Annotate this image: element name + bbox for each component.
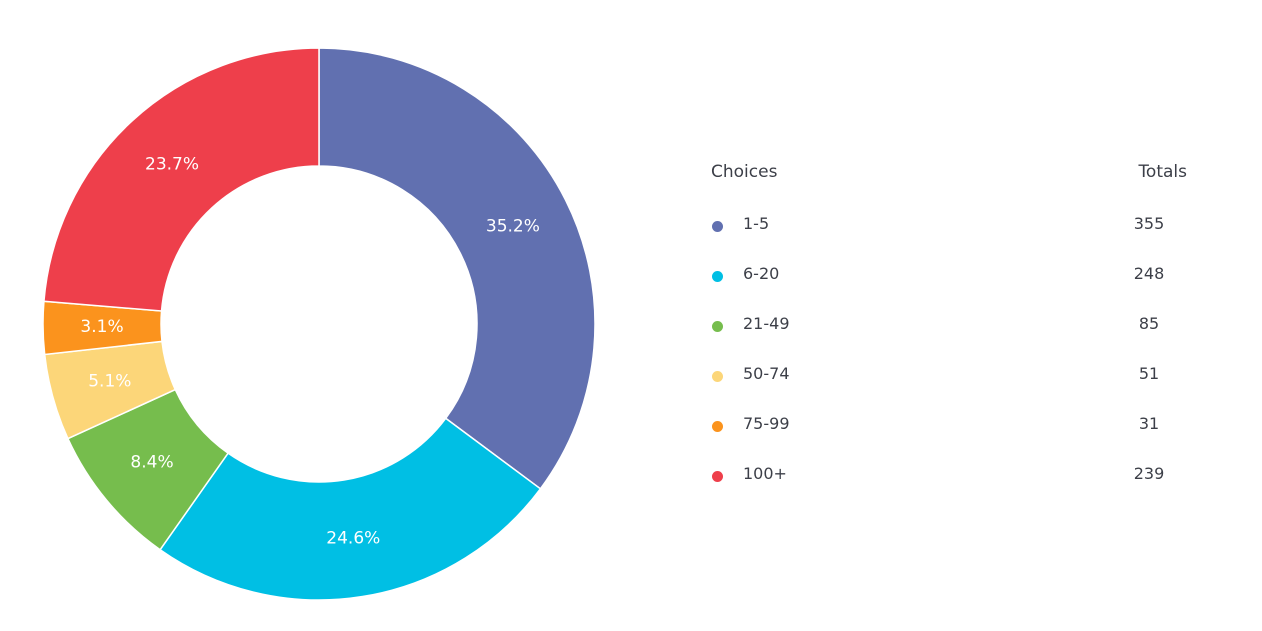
donut-slice-6-20 bbox=[159, 417, 542, 601]
legend-row: 50-74 51 bbox=[711, 362, 1187, 412]
series-color-dot bbox=[712, 271, 723, 282]
donut-slice-100+ bbox=[43, 47, 320, 312]
totals-header: Totals bbox=[1138, 162, 1187, 182]
donut-chart: 35.2% 24.6% 8.4% 5.1% 3.1% 23.7% bbox=[42, 47, 596, 601]
choice-total: 51 bbox=[1138, 364, 1160, 383]
choice-total: 239 bbox=[1133, 464, 1165, 483]
legend-row: 1-5 355 bbox=[711, 212, 1187, 262]
series-color-dot bbox=[712, 321, 723, 332]
slice-percent-label: 5.1% bbox=[88, 372, 131, 392]
choice-total: 355 bbox=[1133, 214, 1165, 233]
legend-row: 100+ 239 bbox=[711, 462, 1187, 512]
slice-percent-label: 23.7% bbox=[145, 154, 199, 174]
legend-header: Choices Totals bbox=[711, 160, 1187, 188]
slice-percent-label: 3.1% bbox=[80, 317, 123, 337]
series-color-dot bbox=[712, 421, 723, 432]
slice-percent-label: 8.4% bbox=[130, 453, 173, 473]
choice-total: 248 bbox=[1133, 264, 1165, 283]
choice-total: 85 bbox=[1138, 314, 1160, 333]
choice-label: 6-20 bbox=[743, 264, 780, 283]
choice-label: 100+ bbox=[743, 464, 787, 483]
donut-slice-1-5 bbox=[318, 47, 596, 490]
slice-percent-label: 35.2% bbox=[486, 217, 540, 237]
legend-table: Choices Totals 1-5 355 6-20 248 21-49 85… bbox=[711, 160, 1187, 512]
legend-row: 21-49 85 bbox=[711, 312, 1187, 362]
series-color-dot bbox=[712, 371, 723, 382]
slice-percent-label: 24.6% bbox=[326, 528, 380, 548]
choices-header: Choices bbox=[711, 162, 778, 182]
choice-label: 1-5 bbox=[743, 214, 770, 233]
series-color-dot bbox=[712, 471, 723, 482]
choice-label: 50-74 bbox=[743, 364, 790, 383]
choice-total: 31 bbox=[1138, 414, 1160, 433]
legend-rows: 1-5 355 6-20 248 21-49 85 50-74 51 75-99… bbox=[711, 212, 1187, 512]
legend-row: 6-20 248 bbox=[711, 262, 1187, 312]
series-color-dot bbox=[712, 221, 723, 232]
choice-label: 21-49 bbox=[743, 314, 790, 333]
legend-row: 75-99 31 bbox=[711, 412, 1187, 462]
choice-label: 75-99 bbox=[743, 414, 790, 433]
